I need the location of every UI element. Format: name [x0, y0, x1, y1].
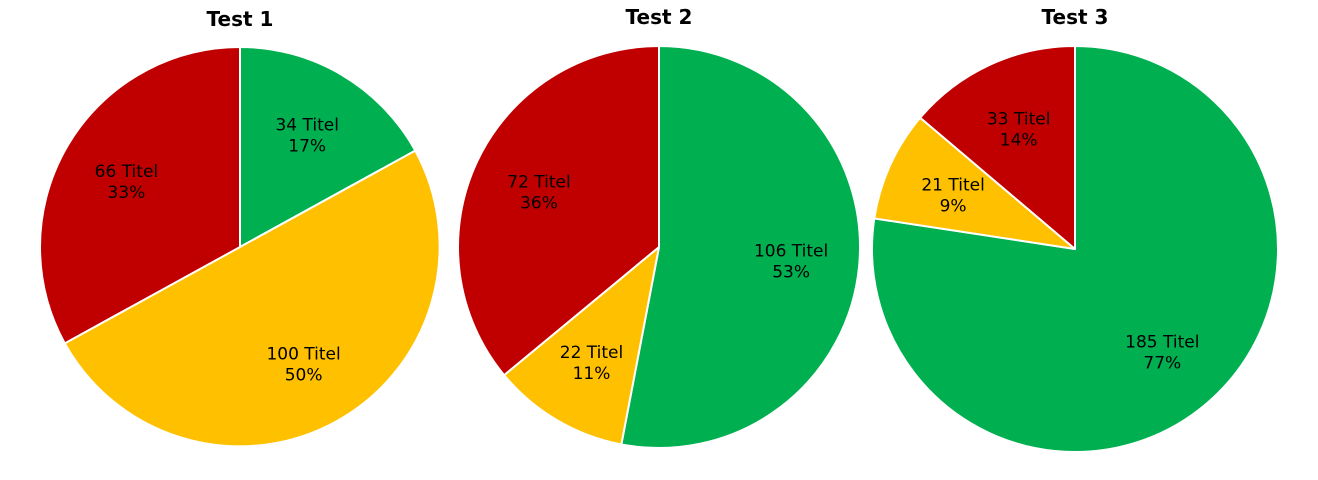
slice-count-label: 21 Titel: [921, 176, 984, 196]
pie-slice-red: [457, 45, 660, 377]
slice-percent-label: 9%: [940, 197, 967, 217]
pie-slice-red: [919, 45, 1076, 250]
chart-title: Test 3: [1042, 5, 1109, 29]
slice-count-label: 66 Titel: [95, 162, 158, 182]
slice-data-label: 100 Titel 50%: [266, 345, 340, 386]
pie-slice-yellow: [63, 149, 441, 448]
slice-count-label: 34 Titel: [275, 115, 338, 135]
pie-slice-green: [239, 46, 417, 248]
slice-percent-label: 33%: [108, 183, 146, 203]
slice-data-label: 185 Titel 77%: [1125, 333, 1199, 374]
pie-chart-2: Test 2 106 Titel 53% 22 Titel 11% 72 Titel 36%: [457, 5, 861, 449]
slice-data-label: 106 Titel 53%: [754, 242, 828, 283]
chart-title: Test 2: [626, 5, 693, 29]
slice-count-label: 22 Titel: [560, 343, 623, 363]
slice-percent-label: 11%: [573, 364, 611, 384]
pie-chart-1: Test 1 34 Titel 17% 100 Titel 50% 66 Titel 33%: [39, 7, 441, 448]
slice-percent-label: 14%: [1000, 130, 1038, 150]
slice-percent-label: 53%: [772, 263, 810, 283]
slice-data-label: 66 Titel 33%: [95, 162, 158, 203]
slice-count-label: 185 Titel: [1125, 333, 1199, 353]
pie-slice-yellow: [873, 116, 1076, 250]
slice-percent-label: 77%: [1143, 354, 1181, 374]
slice-data-label: 34 Titel 17%: [275, 115, 338, 156]
slice-percent-label: 50%: [285, 366, 323, 386]
slice-data-label: 33 Titel 14%: [987, 109, 1050, 150]
chart-title: Test 1: [207, 7, 274, 31]
slice-data-label: 22 Titel 11%: [560, 343, 623, 384]
slice-count-label: 33 Titel: [987, 109, 1050, 129]
slice-data-label: 72 Titel 36%: [507, 173, 570, 214]
pie-slice-yellow: [503, 246, 660, 446]
slice-count-label: 106 Titel: [754, 242, 828, 262]
slice-data-label: 21 Titel 9%: [921, 176, 984, 217]
slice-count-label: 100 Titel: [266, 345, 340, 365]
slice-percent-label: 17%: [288, 136, 326, 156]
pie-slice-red: [39, 46, 241, 345]
pie-slice-green: [620, 45, 861, 449]
slice-count-label: 72 Titel: [507, 173, 570, 193]
slice-percent-label: 36%: [520, 194, 558, 214]
